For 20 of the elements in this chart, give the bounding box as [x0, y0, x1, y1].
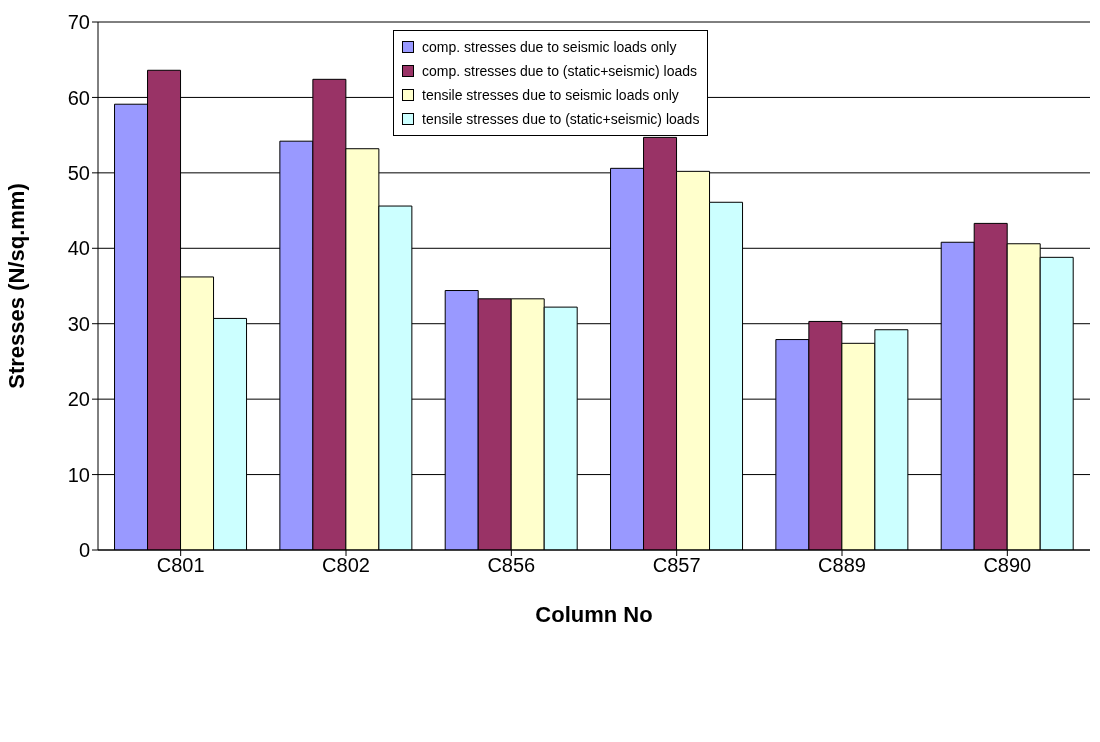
legend-label: tensile stresses due to seismic loads only	[422, 87, 679, 103]
x-tick-label: C802	[322, 554, 370, 577]
y-tick-label: 10	[67, 463, 90, 486]
x-tick-label: C856	[487, 554, 536, 577]
y-tick-label: 40	[67, 237, 90, 260]
y-tick-label: 60	[67, 86, 90, 109]
x-tick-label: C857	[652, 554, 701, 577]
y-tick-label: 30	[67, 312, 90, 335]
y-tick-label: 20	[67, 388, 90, 411]
legend-label: tensile stresses due to (static+seismic) loads	[422, 111, 700, 127]
x-axis-title: Column No	[535, 602, 653, 627]
y-tick-label: 0	[78, 539, 90, 562]
legend-label: comp. stresses due to (static+seismic) loads	[422, 63, 698, 79]
legend-label: comp. stresses due to seismic loads only	[422, 39, 677, 55]
x-tick-label: C890	[983, 554, 1032, 577]
x-tick-label: C801	[156, 554, 205, 577]
y-tick-label: 70	[67, 11, 90, 34]
y-tick-label: 50	[67, 161, 90, 184]
x-tick-label: C889	[818, 554, 866, 577]
y-axis-title: Stresses (N/sq.mm)	[3, 183, 29, 389]
